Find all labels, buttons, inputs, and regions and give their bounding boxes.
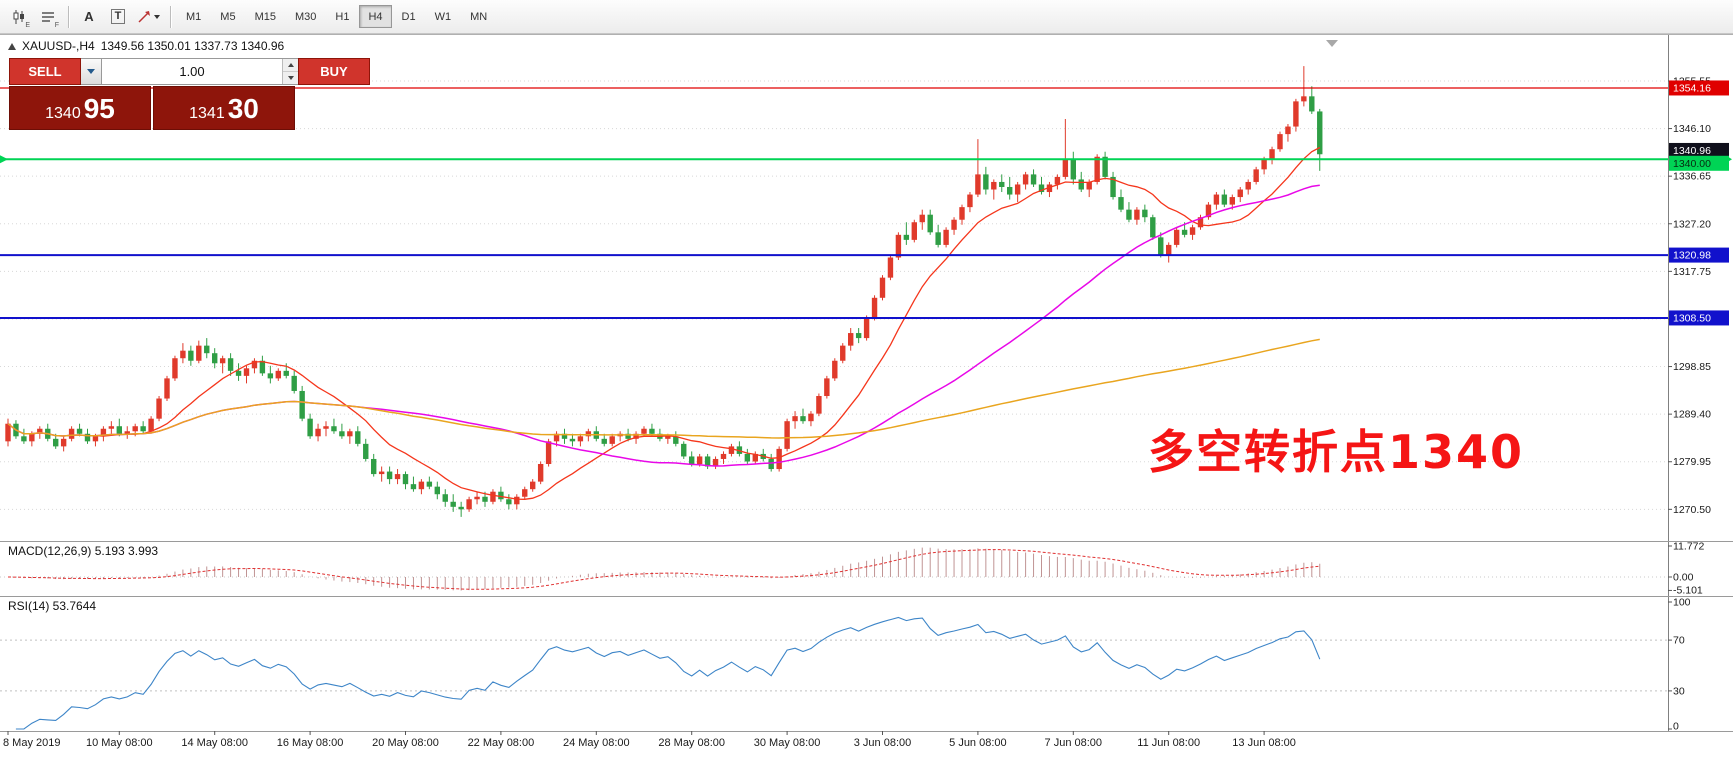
toolbar-separator bbox=[170, 5, 171, 28]
volume-stepper bbox=[282, 59, 298, 84]
svg-text:1289.40: 1289.40 bbox=[1673, 409, 1711, 421]
svg-text:70: 70 bbox=[1673, 635, 1685, 647]
svg-text:1354.16: 1354.16 bbox=[1673, 82, 1711, 94]
volume-input[interactable] bbox=[102, 59, 282, 84]
candlestick-chart-icon bbox=[13, 9, 24, 24]
buy-price-display[interactable]: 1341 30 bbox=[153, 86, 295, 130]
buy-button[interactable]: BUY bbox=[298, 58, 370, 85]
svg-text:13 Jun 08:00: 13 Jun 08:00 bbox=[1232, 737, 1296, 749]
svg-text:8 May 2019: 8 May 2019 bbox=[3, 737, 60, 749]
svg-text:11 Jun 08:00: 11 Jun 08:00 bbox=[1137, 737, 1200, 749]
chevron-down-icon bbox=[87, 69, 95, 74]
line-list-button[interactable]: F bbox=[34, 4, 62, 30]
volume-field bbox=[102, 58, 298, 85]
price-tag bbox=[1669, 142, 1729, 158]
svg-text:30 May 08:00: 30 May 08:00 bbox=[754, 737, 821, 749]
one-click-trading-panel: SELL BUY 1340 95 1341 30 bbox=[9, 58, 370, 130]
buy-price-frac: 30 bbox=[227, 93, 259, 124]
svg-text:0: 0 bbox=[1673, 721, 1679, 733]
toolbar-separator bbox=[68, 5, 69, 28]
svg-text:16 May 08:00: 16 May 08:00 bbox=[277, 737, 344, 749]
volume-decrease-button[interactable] bbox=[283, 72, 298, 84]
tf-button-w1[interactable]: W1 bbox=[426, 5, 461, 28]
svg-text:1336.65: 1336.65 bbox=[1673, 171, 1711, 183]
tf-button-d1[interactable]: D1 bbox=[393, 5, 425, 28]
line-list-icon bbox=[42, 11, 54, 22]
svg-text:28 May 08:00: 28 May 08:00 bbox=[658, 737, 725, 749]
tf-button-m5[interactable]: M5 bbox=[211, 5, 244, 28]
svg-text:30: 30 bbox=[1673, 685, 1685, 697]
svg-text:1270.50: 1270.50 bbox=[1673, 504, 1711, 516]
svg-text:1327.20: 1327.20 bbox=[1673, 218, 1711, 230]
icon-sub-label: F bbox=[54, 21, 59, 29]
sell-price-int: 1340 bbox=[45, 105, 81, 122]
sell-price-frac: 95 bbox=[83, 93, 115, 124]
annotation-tool-icon: A bbox=[84, 9, 94, 24]
chart-shift-marker[interactable] bbox=[1326, 40, 1338, 47]
svg-text:1346.10: 1346.10 bbox=[1673, 123, 1711, 135]
ohlc-values: 1349.56 1350.01 1337.73 1340.96 bbox=[100, 39, 285, 53]
moving-averages bbox=[7, 146, 1321, 500]
svg-text:10 May 08:00: 10 May 08:00 bbox=[86, 737, 153, 749]
chart-structure bbox=[0, 34, 1733, 757]
icon-sub-label: E bbox=[25, 21, 30, 29]
rsi-panel: 100 70 30 0 bbox=[0, 597, 1691, 733]
svg-text:1317.75: 1317.75 bbox=[1673, 266, 1711, 278]
tf-button-m30[interactable]: M30 bbox=[286, 5, 325, 28]
svg-text:3 Jun 08:00: 3 Jun 08:00 bbox=[854, 737, 912, 749]
svg-text:5 Jun 08:00: 5 Jun 08:00 bbox=[949, 737, 1007, 749]
tf-button-h1[interactable]: H1 bbox=[326, 5, 358, 28]
sell-price-display[interactable]: 1340 95 bbox=[9, 86, 151, 130]
chart-ohlc-header: XAUUSD-,H4 1349.56 1350.01 1337.73 1340.… bbox=[8, 39, 284, 53]
macd-panel: 11.772 0.00-5.101 bbox=[0, 541, 1704, 597]
text-tool-button[interactable]: T bbox=[104, 4, 132, 30]
time-axis[interactable]: 8 May 2019 10 May 08:00 14 May 08:00 16 May… bbox=[3, 731, 1296, 749]
price-tags: 1340.96 1354.16 1340.00 1320.98 1308.50 bbox=[1669, 80, 1729, 326]
price-tag bbox=[1669, 310, 1729, 326]
price-tag bbox=[1669, 155, 1729, 171]
hline-arrow-left bbox=[0, 155, 8, 164]
svg-text:20 May 08:00: 20 May 08:00 bbox=[372, 737, 439, 749]
candlestick-chart-button[interactable]: E bbox=[5, 4, 33, 30]
svg-text:1308.50: 1308.50 bbox=[1673, 312, 1711, 324]
svg-text:7 Jun 08:00: 7 Jun 08:00 bbox=[1045, 737, 1103, 749]
svg-text:22 May 08:00: 22 May 08:00 bbox=[468, 737, 535, 749]
svg-text:1320.98: 1320.98 bbox=[1673, 250, 1711, 262]
shapes-tool-button[interactable] bbox=[133, 4, 164, 30]
sell-button[interactable]: SELL bbox=[9, 58, 81, 85]
tf-button-m1[interactable]: M1 bbox=[177, 5, 210, 28]
shapes-tool-icon bbox=[138, 10, 150, 23]
chevron-down-icon bbox=[154, 14, 160, 19]
svg-text:100: 100 bbox=[1673, 597, 1691, 609]
price-tag bbox=[1669, 80, 1729, 96]
volume-dropdown-button[interactable] bbox=[81, 58, 102, 85]
svg-text:0.00: 0.00 bbox=[1673, 572, 1694, 584]
svg-text:11.772: 11.772 bbox=[1673, 541, 1704, 553]
macd-indicator-label: MACD(12,26,9) 5.193 3.993 bbox=[8, 544, 159, 558]
rsi-indicator-label: RSI(14) 53.7644 bbox=[8, 599, 97, 613]
svg-text:1340.00: 1340.00 bbox=[1673, 158, 1711, 170]
svg-text:1298.85: 1298.85 bbox=[1673, 361, 1711, 373]
tf-button-mn[interactable]: MN bbox=[461, 5, 496, 28]
text-tool-icon: T bbox=[110, 9, 126, 24]
volume-increase-button[interactable] bbox=[283, 59, 298, 72]
svg-text:1279.95: 1279.95 bbox=[1673, 456, 1711, 468]
svg-text:24 May 08:00: 24 May 08:00 bbox=[563, 737, 630, 749]
svg-text:14 May 08:00: 14 May 08:00 bbox=[181, 737, 248, 749]
svg-text:1340.96: 1340.96 bbox=[1673, 145, 1711, 157]
annotation-tool-button[interactable]: A bbox=[75, 4, 103, 30]
svg-text:-5.101: -5.101 bbox=[1673, 585, 1703, 597]
buy-price-int: 1341 bbox=[189, 105, 225, 122]
price-tag bbox=[1669, 247, 1729, 263]
chart-symbol-icon bbox=[8, 42, 16, 50]
timeframe-group: M1 M5 M15 M30 H1 H4 D1 W1 MN bbox=[177, 5, 496, 28]
chart-annotation-text[interactable]: 多空转折点1340 bbox=[1148, 425, 1525, 479]
symbol-period-label: XAUUSD-,H4 bbox=[22, 39, 95, 53]
toolbar: E F A T M1 M5 M15 M30 H1 H4 D1 W1 MN bbox=[0, 0, 1733, 34]
tf-button-m15[interactable]: M15 bbox=[246, 5, 285, 28]
tf-button-h4[interactable]: H4 bbox=[359, 5, 392, 28]
